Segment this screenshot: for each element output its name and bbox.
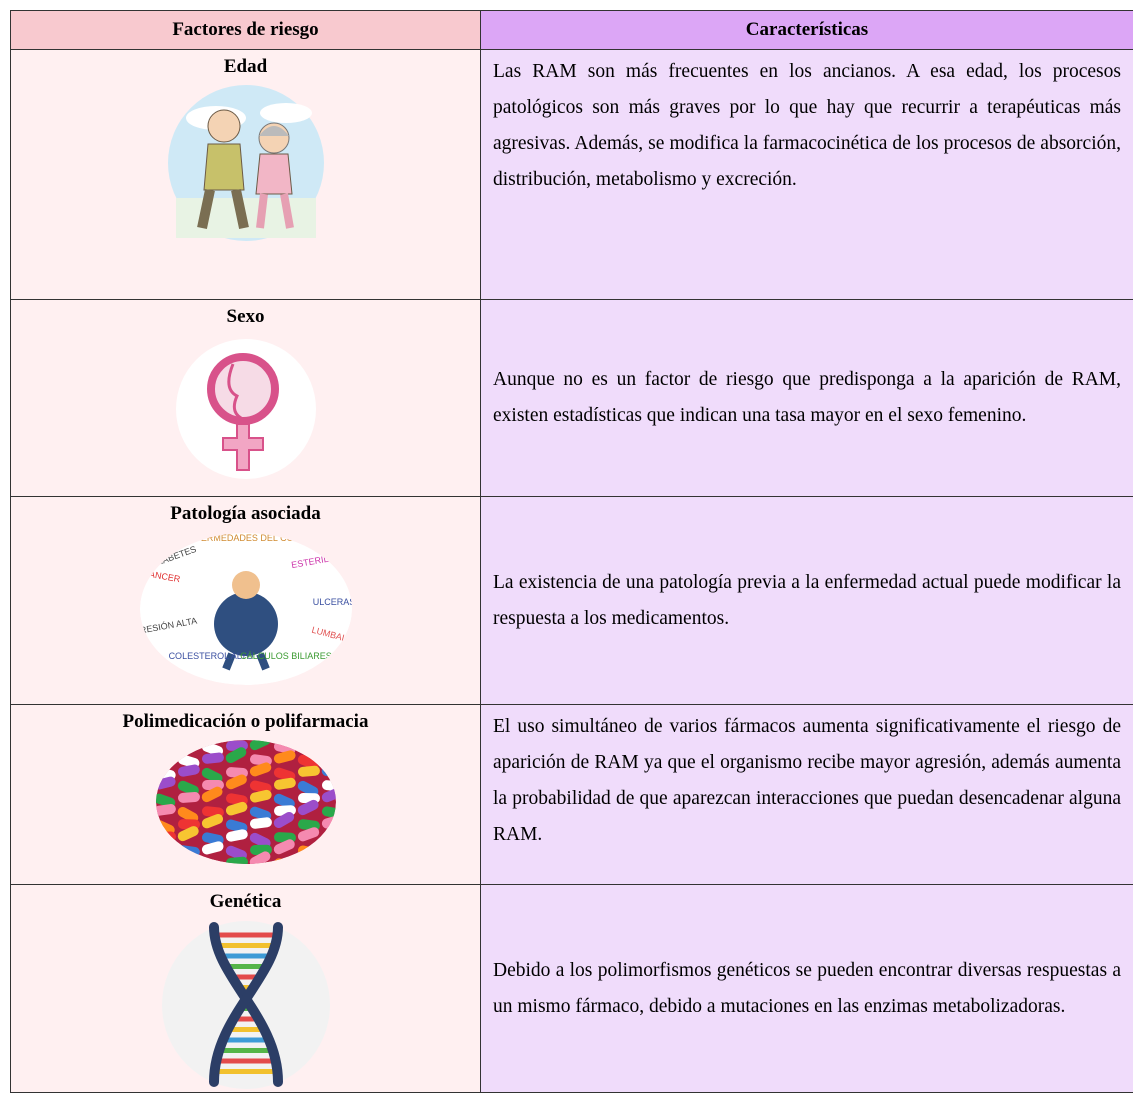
pill-group — [151, 737, 340, 867]
pill — [297, 737, 321, 751]
image-word: ULCERAS — [312, 597, 355, 607]
pill — [176, 852, 200, 867]
pill — [153, 858, 176, 867]
ring — [211, 357, 275, 421]
pill — [176, 737, 200, 752]
image-elderly — [156, 78, 336, 248]
table-header: Factores de riesgo Características — [11, 11, 1133, 50]
header-cell: Características — [481, 11, 1133, 50]
cloud — [260, 103, 312, 123]
description-cell: La existencia de una patología previa a … — [481, 497, 1133, 705]
pill — [320, 857, 341, 867]
image-word: CÁLCULOS BILIARES — [240, 651, 332, 661]
pill — [320, 740, 341, 759]
pill — [151, 836, 175, 855]
pill — [273, 858, 296, 867]
description-cell: Aunque no es un factor de riesgo que pre… — [481, 300, 1133, 497]
head — [208, 110, 240, 142]
pill — [296, 854, 320, 867]
header-row: Factores de riesgo Características — [11, 11, 1133, 50]
body — [204, 144, 244, 190]
factor-cell: Genética — [11, 885, 481, 1093]
image-word: ENFERMEDADES DEL CORAZON — [182, 533, 324, 543]
factor-cell: Sexo — [11, 300, 481, 497]
figure-head — [232, 571, 260, 599]
pill — [177, 792, 200, 804]
description-cell: Debido a los polimorfismos genéticos se … — [481, 885, 1133, 1093]
header-cell: Factores de riesgo — [11, 11, 481, 50]
pill — [153, 831, 175, 842]
factor-title: Genética — [11, 891, 480, 913]
pill — [321, 842, 341, 856]
factor-title: Patología asociada — [11, 503, 480, 525]
pill — [153, 741, 176, 754]
description-cell: Las RAM son más frecuentes en los ancian… — [481, 50, 1133, 300]
image-pills — [151, 737, 341, 867]
factor-title: Edad — [11, 56, 480, 78]
pill — [321, 754, 340, 764]
factor-title: Polimedicación o polifarmacia — [11, 711, 480, 733]
body — [256, 154, 292, 194]
description-cell: El uso simultáneo de varios fármacos aum… — [481, 705, 1133, 885]
pill — [296, 844, 320, 859]
factor-cell: Edad — [11, 50, 481, 300]
image-dna — [156, 917, 336, 1092]
pill — [152, 748, 176, 765]
factor-cell: Polimedicación o polifarmacia — [11, 705, 481, 885]
pill — [320, 831, 340, 847]
figure-body — [214, 592, 278, 656]
image-female — [171, 334, 321, 484]
factor-title: Sexo — [11, 306, 480, 328]
